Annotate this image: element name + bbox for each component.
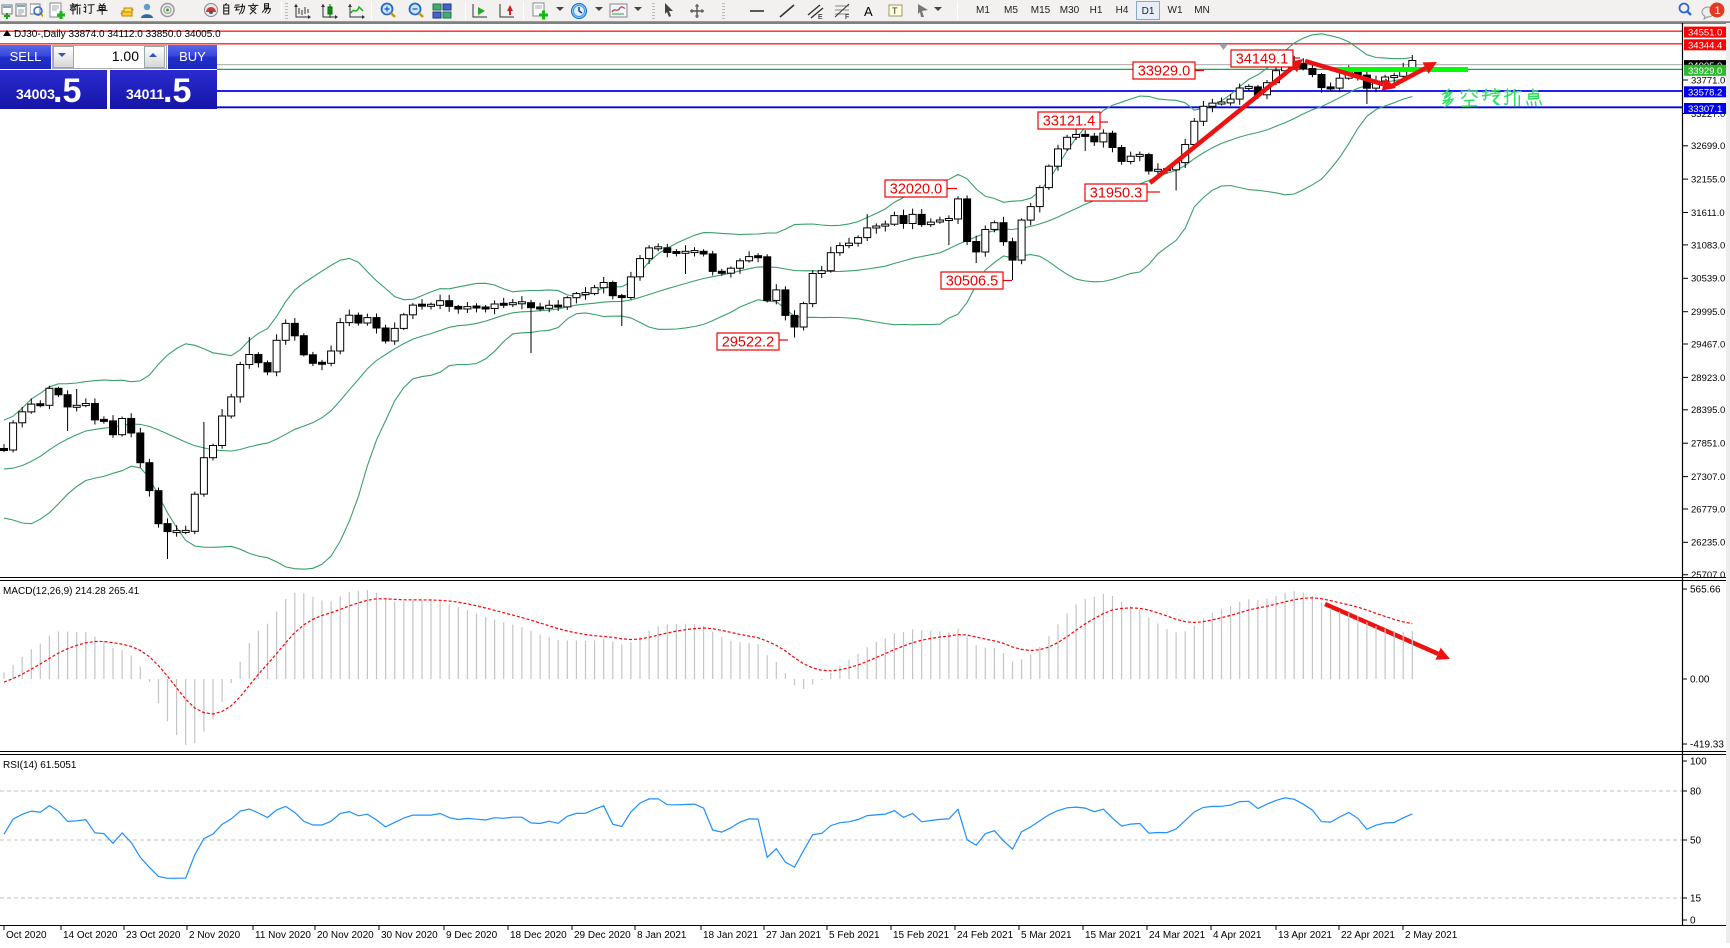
svg-text:100: 100 — [1690, 757, 1707, 768]
svg-text:8 Jan 2021: 8 Jan 2021 — [637, 930, 687, 941]
svg-text:RSI(14) 61.5051: RSI(14) 61.5051 — [3, 760, 77, 771]
svg-text:28395.0: 28395.0 — [1691, 405, 1725, 416]
svg-text:25707.0: 25707.0 — [1691, 570, 1725, 581]
svg-text:34149.1: 34149.1 — [1236, 52, 1288, 68]
svg-text:2 May 2021: 2 May 2021 — [1405, 930, 1458, 941]
svg-text:30506.5: 30506.5 — [946, 274, 998, 290]
svg-text:DJ30-,Daily 33874.0 34112.0 3: DJ30-,Daily 33874.0 34112.0 33850.0 3400… — [14, 29, 221, 40]
svg-text:29 Dec 2020: 29 Dec 2020 — [574, 930, 631, 941]
svg-text:E: E — [818, 14, 823, 20]
svg-text:29995.0: 29995.0 — [1691, 307, 1725, 318]
svg-text:32155.0: 32155.0 — [1691, 175, 1725, 186]
svg-text:0.00: 0.00 — [1690, 675, 1710, 686]
svg-text:MACD(12,26,9) 214.28 265.41: MACD(12,26,9) 214.28 265.41 — [3, 586, 140, 597]
svg-text:20 Nov 2020: 20 Nov 2020 — [317, 930, 374, 941]
svg-text:30 Nov 2020: 30 Nov 2020 — [381, 930, 438, 941]
svg-text:28923.0: 28923.0 — [1691, 373, 1725, 384]
svg-text:24 Mar 2021: 24 Mar 2021 — [1149, 930, 1206, 941]
svg-text:33307.1: 33307.1 — [1688, 104, 1722, 115]
svg-text:15 Mar 2021: 15 Mar 2021 — [1085, 930, 1142, 941]
svg-text:34344.4: 34344.4 — [1688, 40, 1722, 51]
svg-text:27 Jan 2021: 27 Jan 2021 — [766, 930, 821, 941]
svg-text:50: 50 — [1690, 836, 1702, 847]
svg-text:29522.2: 29522.2 — [722, 335, 774, 351]
svg-text:13 Apr 2021: 13 Apr 2021 — [1278, 930, 1332, 941]
svg-text:34551.0: 34551.0 — [1688, 28, 1722, 39]
svg-text:27851.0: 27851.0 — [1691, 439, 1725, 450]
svg-text:9 Dec 2020: 9 Dec 2020 — [446, 930, 498, 941]
svg-text:33578.2: 33578.2 — [1688, 87, 1722, 98]
svg-text:33929.0: 33929.0 — [1138, 64, 1190, 80]
svg-text:T: T — [892, 6, 898, 16]
svg-text:29467.0: 29467.0 — [1691, 339, 1725, 350]
svg-text:23 Oct 2020: 23 Oct 2020 — [126, 930, 181, 941]
svg-text:31083.0: 31083.0 — [1691, 240, 1725, 251]
svg-text:33771.0: 33771.0 — [1691, 75, 1725, 86]
svg-text:32699.0: 32699.0 — [1691, 141, 1725, 152]
svg-text:27307.0: 27307.0 — [1691, 472, 1725, 483]
svg-text:26779.0: 26779.0 — [1691, 504, 1725, 515]
svg-text:26235.0: 26235.0 — [1691, 538, 1725, 549]
svg-text:32020.0: 32020.0 — [890, 182, 942, 198]
svg-text:22 Apr 2021: 22 Apr 2021 — [1341, 930, 1395, 941]
svg-text:24 Feb 2021: 24 Feb 2021 — [957, 930, 1014, 941]
svg-text:5 Feb 2021: 5 Feb 2021 — [829, 930, 880, 941]
svg-text:4 Apr 2021: 4 Apr 2021 — [1213, 930, 1262, 941]
svg-text:565.66: 565.66 — [1690, 585, 1721, 596]
svg-text:11 Nov 2020: 11 Nov 2020 — [255, 930, 311, 941]
svg-text:0: 0 — [1690, 916, 1696, 927]
svg-text:2 Nov 2020: 2 Nov 2020 — [189, 930, 241, 941]
svg-text:F: F — [845, 14, 849, 20]
svg-text:31611.0: 31611.0 — [1691, 208, 1725, 219]
svg-text:31950.3: 31950.3 — [1090, 186, 1142, 202]
svg-text:Oct 2020: Oct 2020 — [6, 930, 47, 941]
svg-text:1: 1 — [1715, 5, 1721, 17]
svg-text:18 Jan 2021: 18 Jan 2021 — [703, 930, 758, 941]
svg-text:33121.4: 33121.4 — [1043, 114, 1095, 130]
svg-text:30539.0: 30539.0 — [1691, 274, 1725, 285]
svg-text:14 Oct 2020: 14 Oct 2020 — [63, 930, 118, 941]
svg-text:5 Mar 2021: 5 Mar 2021 — [1021, 930, 1072, 941]
svg-text:18 Dec 2020: 18 Dec 2020 — [510, 930, 567, 941]
svg-text:33227.0: 33227.0 — [1691, 109, 1725, 120]
svg-text:80: 80 — [1690, 787, 1702, 798]
svg-text:-419.33: -419.33 — [1690, 740, 1724, 751]
svg-text:33929.0: 33929.0 — [1688, 66, 1722, 77]
svg-text:15 Feb 2021: 15 Feb 2021 — [893, 930, 950, 941]
svg-text:15: 15 — [1690, 894, 1702, 905]
